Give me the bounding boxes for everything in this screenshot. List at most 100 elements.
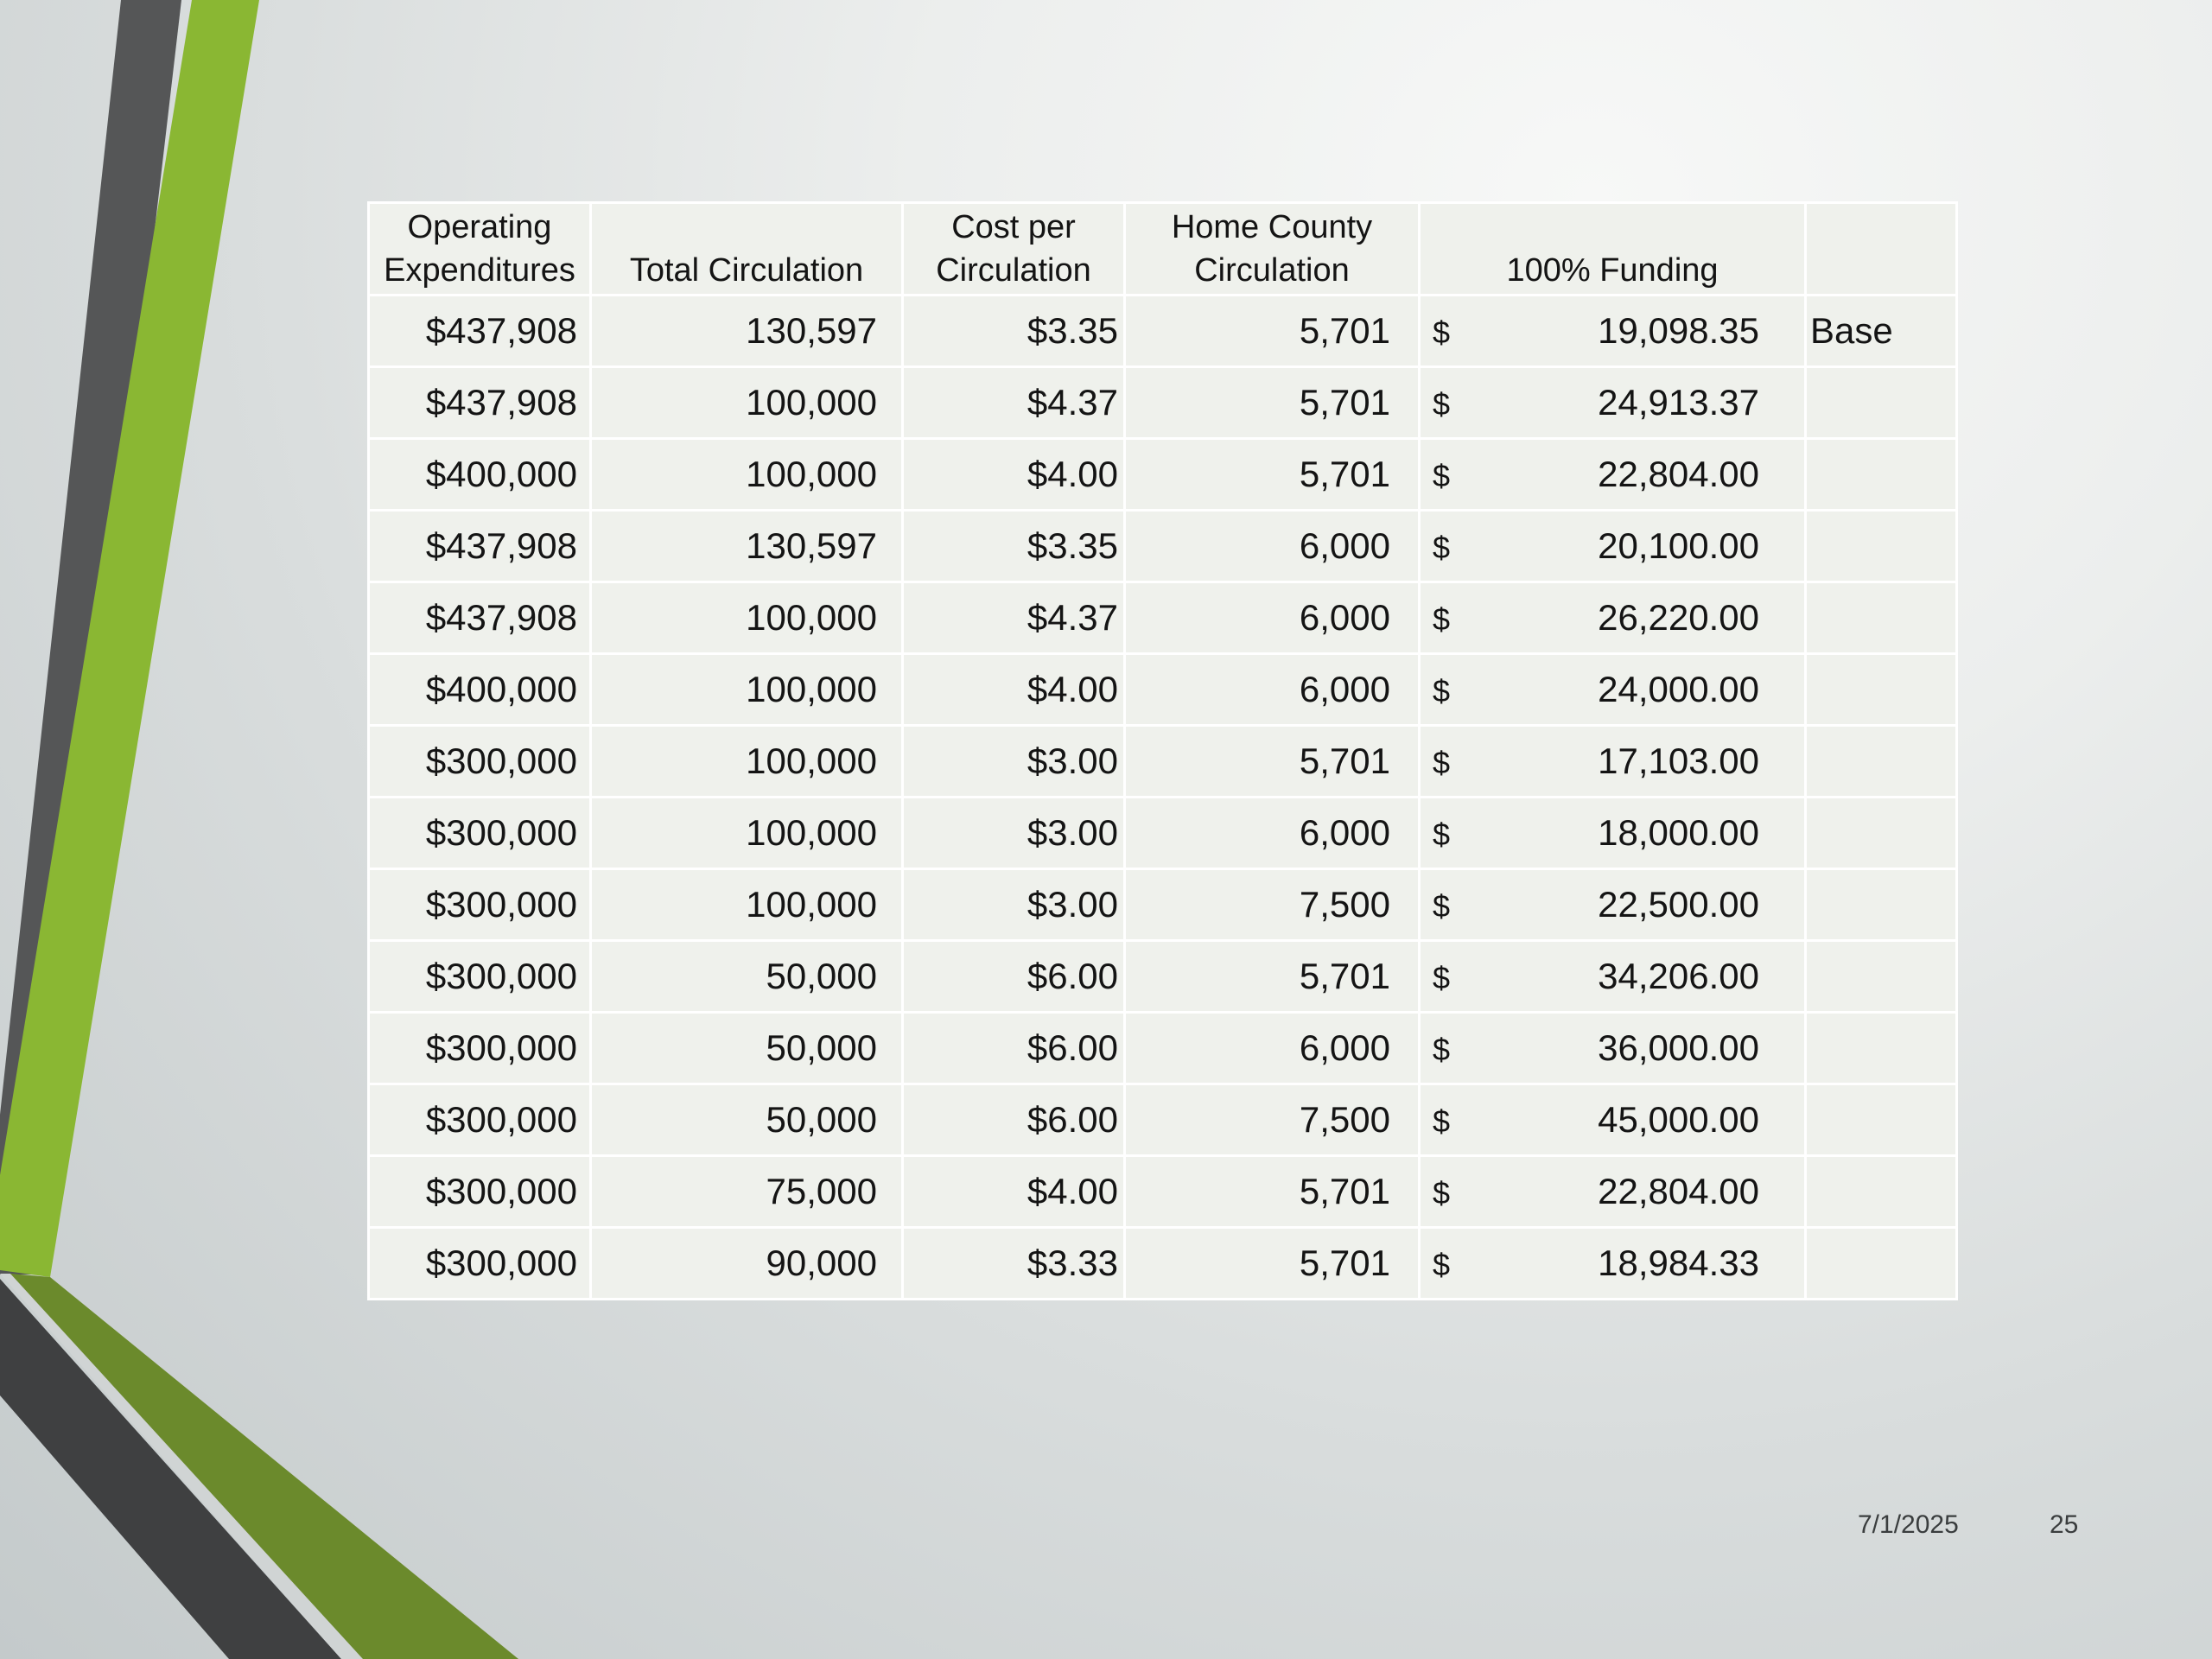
cell-total-circulation: 100,000 (589, 796, 904, 870)
lower-dark-stripe (0, 1279, 341, 1659)
cell-100-funding: $34,206.00 (1418, 939, 1807, 1014)
cell-total-circulation: 50,000 (589, 939, 904, 1014)
cell-100-funding: $24,913.37 (1418, 365, 1807, 440)
funding-amount: 20,100.00 (1598, 525, 1759, 566)
cell-cost-per-circulation: $4.37 (901, 581, 1126, 655)
cell-operating-expenditures: $300,000 (367, 1154, 592, 1229)
cell-operating-expenditures: $300,000 (367, 868, 592, 942)
cell-home-county-circulation: 5,701 (1123, 294, 1421, 368)
funding-amount: 24,000.00 (1598, 669, 1759, 709)
table-row: $300,000 75,000 $4.00 5,701 $22,804.00 (367, 1154, 1958, 1229)
cell-cost-per-circulation: $4.37 (901, 365, 1126, 440)
header-empty (1804, 201, 1958, 296)
cell-cost-per-circulation: $4.00 (901, 437, 1126, 512)
cell-cost-per-circulation: $6.00 (901, 1083, 1126, 1157)
currency-symbol: $ (1433, 1032, 1451, 1067)
header-100-funding: 100% Funding (1418, 201, 1807, 296)
funding-table: Operating Expenditures Total Circulation … (367, 201, 1958, 1300)
cell-note (1804, 724, 1958, 798)
currency-symbol: $ (1433, 673, 1451, 709)
cell-home-county-circulation: 5,701 (1123, 1154, 1421, 1229)
cell-note (1804, 796, 1958, 870)
cell-operating-expenditures: $300,000 (367, 724, 592, 798)
table-row: $300,000 50,000 $6.00 6,000 $36,000.00 (367, 1011, 1958, 1085)
currency-symbol: $ (1433, 1247, 1451, 1282)
cell-cost-per-circulation: $4.00 (901, 652, 1126, 727)
funding-amount: 22,804.00 (1598, 1171, 1759, 1211)
cell-total-circulation: 50,000 (589, 1011, 904, 1085)
cell-operating-expenditures: $400,000 (367, 652, 592, 727)
cell-100-funding: $24,000.00 (1418, 652, 1807, 727)
currency-symbol: $ (1433, 1103, 1451, 1139)
cell-operating-expenditures: $437,908 (367, 294, 592, 368)
cell-total-circulation: 130,597 (589, 509, 904, 583)
cell-total-circulation: 100,000 (589, 724, 904, 798)
cell-home-county-circulation: 7,500 (1123, 1083, 1421, 1157)
cell-total-circulation: 130,597 (589, 294, 904, 368)
cell-100-funding: $19,098.35 (1418, 294, 1807, 368)
funding-amount: 19,098.35 (1598, 310, 1759, 351)
cell-note (1804, 939, 1958, 1014)
cell-100-funding: $45,000.00 (1418, 1083, 1807, 1157)
currency-symbol: $ (1433, 315, 1451, 350)
cell-operating-expenditures: $437,908 (367, 365, 592, 440)
cell-cost-per-circulation: $3.00 (901, 724, 1126, 798)
cell-operating-expenditures: $437,908 (367, 509, 592, 583)
header-home-county-circulation: Home County Circulation (1123, 201, 1421, 296)
table-row: $437,908 130,597 $3.35 6,000 $20,100.00 (367, 509, 1958, 583)
currency-symbol: $ (1433, 745, 1451, 780)
cell-100-funding: $18,984.33 (1418, 1226, 1807, 1300)
cell-note (1804, 1226, 1958, 1300)
cell-cost-per-circulation: $4.00 (901, 1154, 1126, 1229)
cell-100-funding: $18,000.00 (1418, 796, 1807, 870)
table-row: $300,000 100,000 $3.00 5,701 $17,103.00 (367, 724, 1958, 798)
currency-symbol: $ (1433, 960, 1451, 995)
table-row: $300,000 50,000 $6.00 7,500 $45,000.00 (367, 1083, 1958, 1157)
currency-symbol: $ (1433, 458, 1451, 493)
cell-note (1804, 868, 1958, 942)
table-row: $400,000 100,000 $4.00 5,701 $22,804.00 (367, 437, 1958, 512)
cell-home-county-circulation: 5,701 (1123, 437, 1421, 512)
table-row: $300,000 100,000 $3.00 7,500 $22,500.00 (367, 868, 1958, 942)
cell-cost-per-circulation: $3.35 (901, 294, 1126, 368)
cell-total-circulation: 90,000 (589, 1226, 904, 1300)
slide-date: 7/1/2025 (1858, 1510, 1959, 1539)
funding-amount: 34,206.00 (1598, 956, 1759, 996)
currency-symbol: $ (1433, 817, 1451, 852)
cell-operating-expenditures: $300,000 (367, 939, 592, 1014)
table-row: $400,000 100,000 $4.00 6,000 $24,000.00 (367, 652, 1958, 727)
table-row: $437,908 100,000 $4.37 5,701 $24,913.37 (367, 365, 1958, 440)
funding-amount: 26,220.00 (1598, 597, 1759, 638)
currency-symbol: $ (1433, 1175, 1451, 1211)
table-row: $437,908 100,000 $4.37 6,000 $26,220.00 (367, 581, 1958, 655)
cell-operating-expenditures: $300,000 (367, 1226, 592, 1300)
cell-note (1804, 1154, 1958, 1229)
cell-home-county-circulation: 5,701 (1123, 939, 1421, 1014)
cell-note: Base (1804, 294, 1958, 368)
funding-amount: 18,000.00 (1598, 812, 1759, 853)
cell-total-circulation: 100,000 (589, 868, 904, 942)
lower-light-gap (0, 1274, 363, 1659)
cell-note (1804, 509, 1958, 583)
header-cost-per-circulation: Cost per Circulation (901, 201, 1126, 296)
cell-note (1804, 365, 1958, 440)
funding-amount: 17,103.00 (1598, 741, 1759, 781)
cell-cost-per-circulation: $3.00 (901, 868, 1126, 942)
cell-home-county-circulation: 6,000 (1123, 796, 1421, 870)
cell-cost-per-circulation: $6.00 (901, 1011, 1126, 1085)
cell-cost-per-circulation: $3.35 (901, 509, 1126, 583)
funding-amount: 22,804.00 (1598, 454, 1759, 494)
green-stripe (0, 0, 259, 1277)
cell-total-circulation: 100,000 (589, 437, 904, 512)
cell-100-funding: $22,804.00 (1418, 437, 1807, 512)
header-operating-expenditures: Operating Expenditures (367, 201, 592, 296)
cell-operating-expenditures: $437,908 (367, 581, 592, 655)
table-row: $300,000 90,000 $3.33 5,701 $18,984.33 (367, 1226, 1958, 1300)
cell-note (1804, 581, 1958, 655)
table-body: $437,908 130,597 $3.35 5,701 $19,098.35 Base $… (367, 294, 1958, 1300)
cell-home-county-circulation: 6,000 (1123, 581, 1421, 655)
cell-home-county-circulation: 7,500 (1123, 868, 1421, 942)
slide-number: 25 (2050, 1510, 2079, 1539)
currency-symbol: $ (1433, 530, 1451, 565)
